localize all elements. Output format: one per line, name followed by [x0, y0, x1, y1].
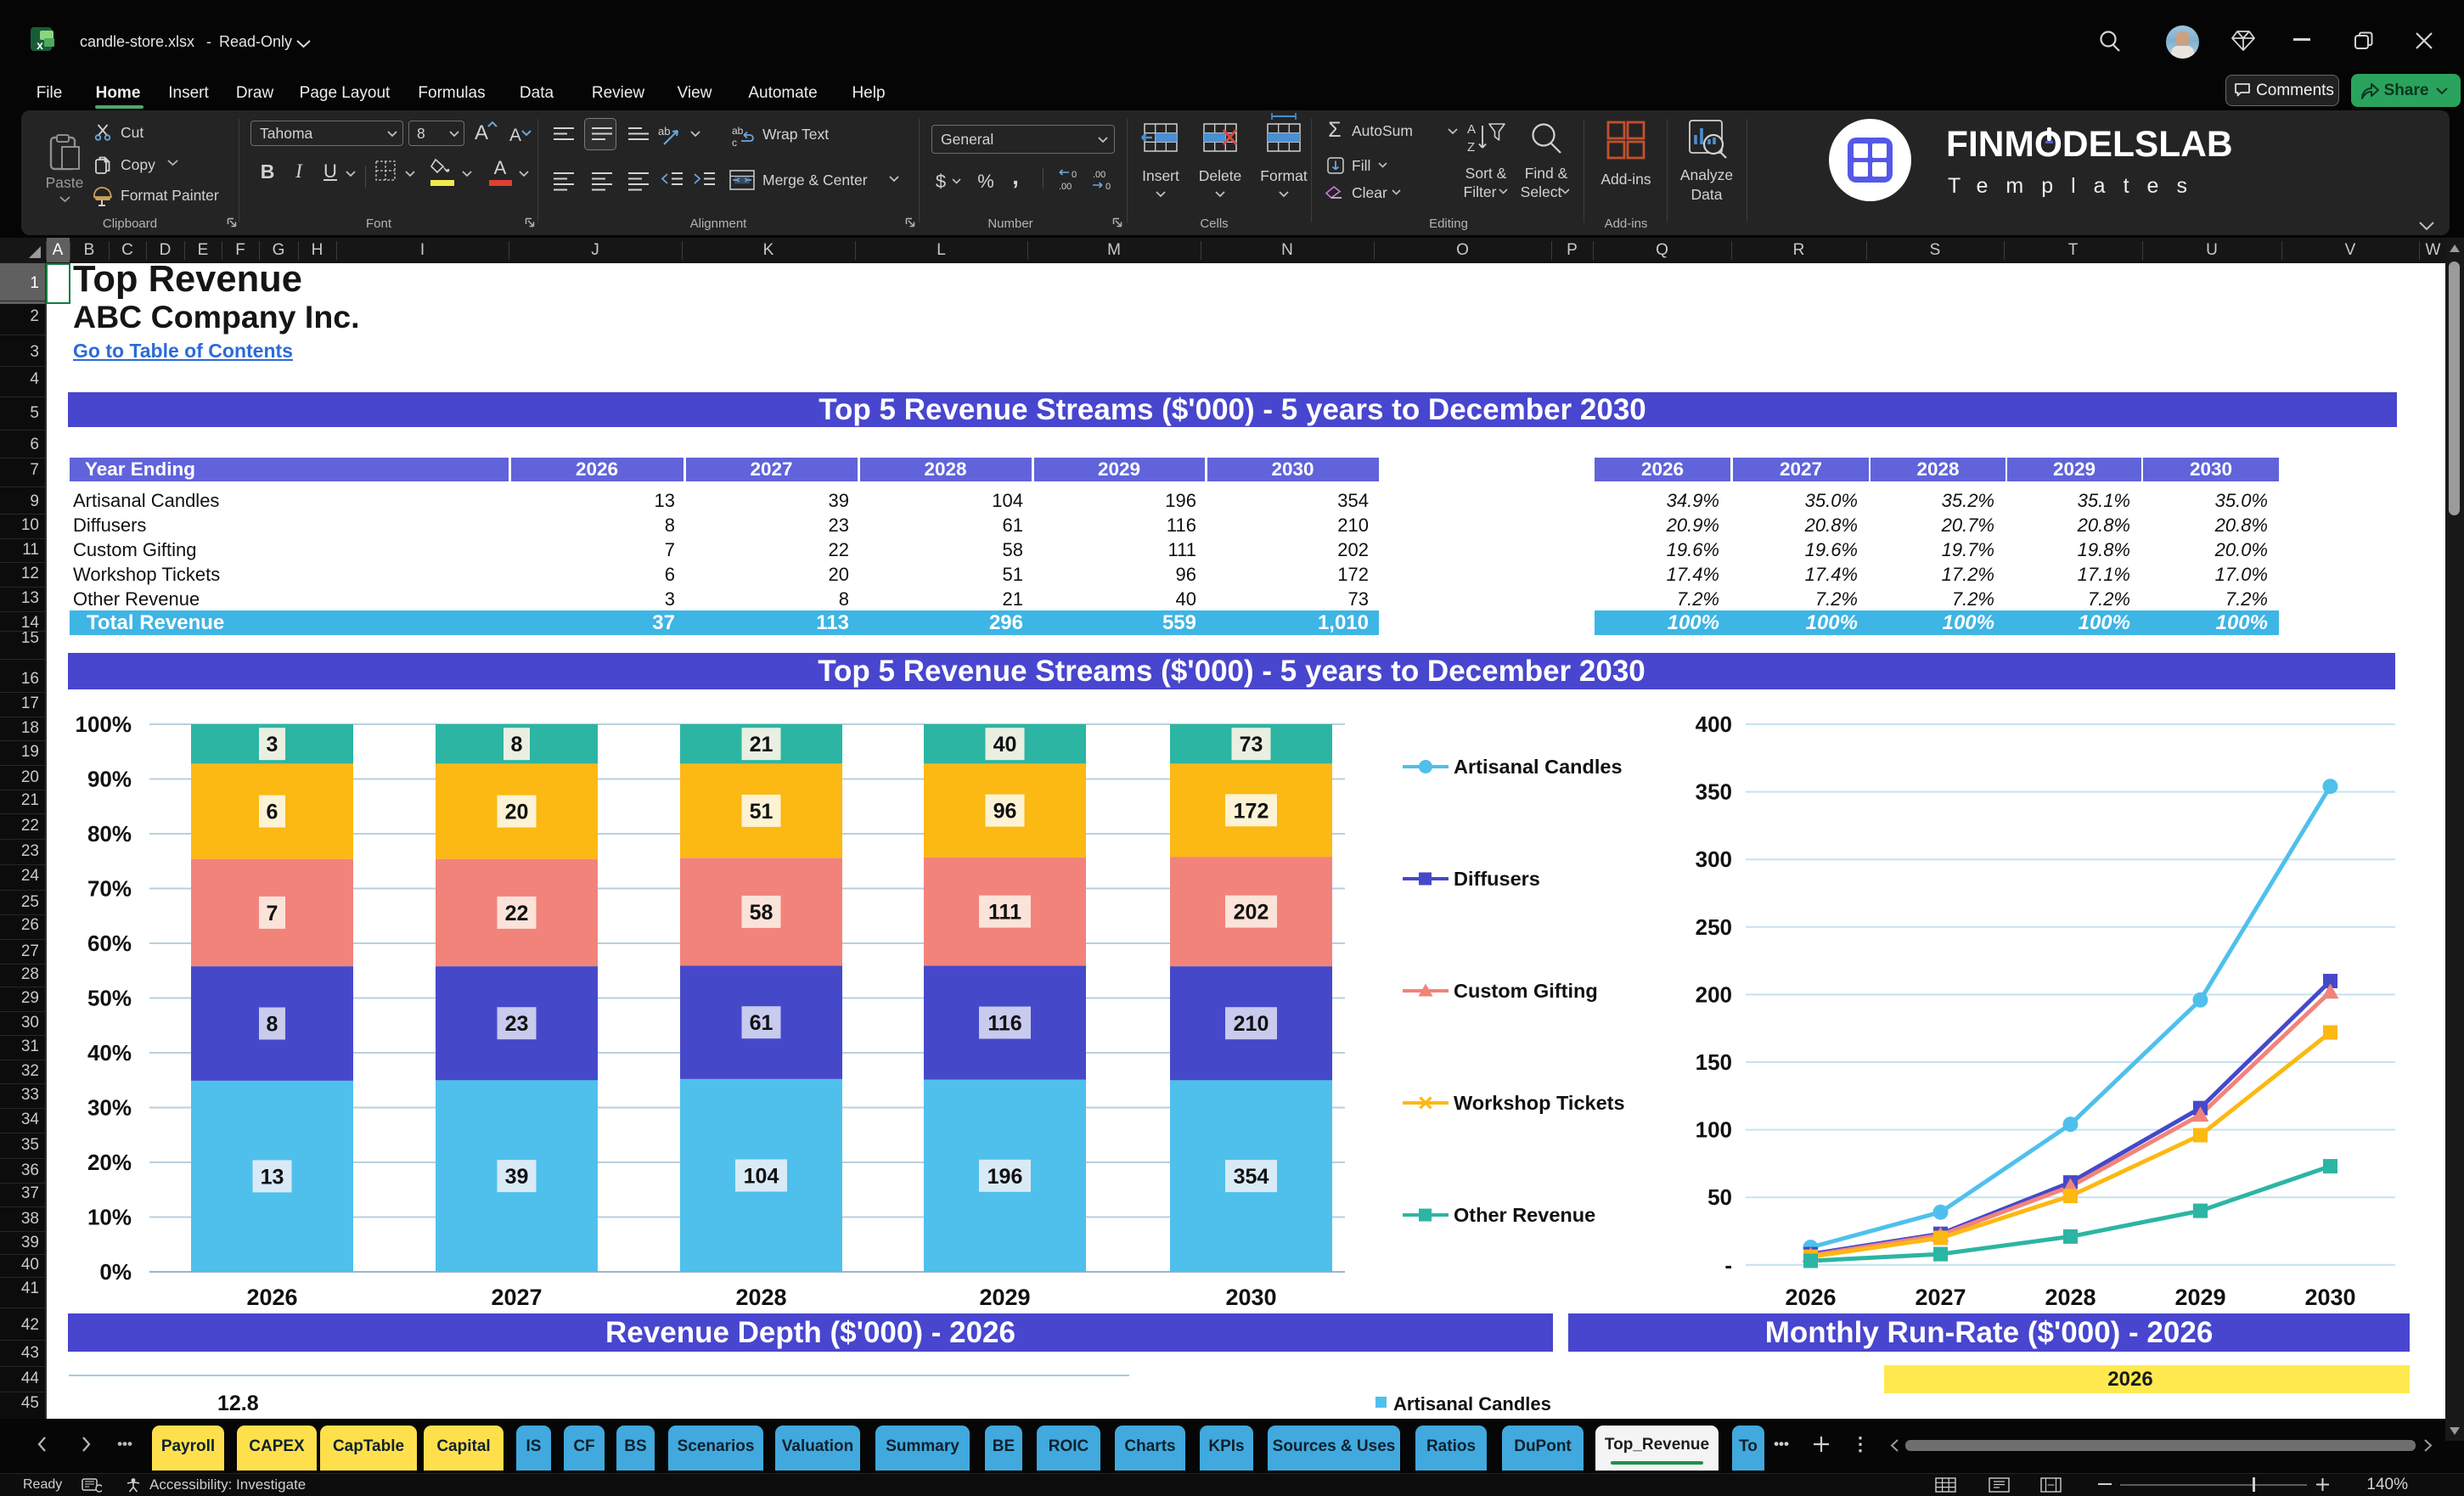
- svg-text:210: 210: [1234, 1012, 1269, 1036]
- svg-text:6: 6: [267, 801, 278, 824]
- svg-text:22: 22: [505, 902, 529, 925]
- svg-text:350: 350: [1696, 779, 1732, 805]
- svg-text:ab: ab: [732, 125, 744, 137]
- svg-text:2027: 2027: [491, 1285, 542, 1310]
- svg-text:2030: 2030: [2304, 1285, 2355, 1310]
- svg-text:400: 400: [1696, 711, 1732, 737]
- svg-text:13: 13: [261, 1165, 284, 1189]
- svg-text:0: 0: [1105, 182, 1111, 192]
- svg-text:2029: 2029: [2174, 1285, 2225, 1310]
- svg-text:Artisanal Candles: Artisanal Candles: [1454, 756, 1623, 778]
- svg-text:50: 50: [1707, 1184, 1732, 1210]
- svg-text:-: -: [1724, 1252, 1732, 1278]
- svg-text:116: 116: [987, 1012, 1021, 1036]
- svg-text:10%: 10%: [87, 1205, 132, 1230]
- svg-text:20: 20: [505, 801, 529, 824]
- svg-text:Artisanal Candles: Artisanal Candles: [1393, 1393, 1551, 1414]
- svg-text:58: 58: [750, 901, 774, 925]
- svg-text:ab: ab: [658, 125, 670, 138]
- svg-text:2026: 2026: [246, 1285, 297, 1310]
- svg-text:100%: 100%: [76, 711, 132, 737]
- svg-text:.00: .00: [1059, 182, 1072, 192]
- svg-text:100: 100: [1696, 1117, 1732, 1143]
- svg-text:40%: 40%: [87, 1040, 132, 1066]
- svg-text:21: 21: [750, 733, 774, 756]
- svg-text:Diffusers: Diffusers: [1454, 868, 1540, 890]
- svg-text:20%: 20%: [87, 1150, 132, 1175]
- svg-text:150: 150: [1696, 1049, 1732, 1075]
- svg-text:Custom Gifting: Custom Gifting: [1454, 980, 1598, 1002]
- svg-text:Other Revenue: Other Revenue: [1454, 1204, 1595, 1226]
- svg-text:Z: Z: [1467, 140, 1475, 155]
- svg-text:2026: 2026: [1785, 1285, 1836, 1310]
- svg-text:202: 202: [1234, 901, 1269, 925]
- svg-text:39: 39: [505, 1165, 529, 1189]
- svg-text:8: 8: [267, 1013, 278, 1037]
- svg-text:2029: 2029: [979, 1285, 1030, 1310]
- svg-text:73: 73: [1240, 733, 1263, 756]
- svg-text:40: 40: [993, 733, 1017, 756]
- svg-text:A: A: [1467, 122, 1476, 137]
- svg-text:.00: .00: [1093, 170, 1105, 180]
- svg-text:3: 3: [267, 733, 278, 756]
- svg-text:250: 250: [1696, 914, 1732, 940]
- svg-text:200: 200: [1696, 981, 1732, 1007]
- svg-text:c: c: [732, 137, 737, 148]
- svg-text:354: 354: [1234, 1165, 1269, 1189]
- svg-text:2028: 2028: [735, 1285, 786, 1310]
- svg-text:96: 96: [993, 800, 1017, 824]
- svg-text:70%: 70%: [87, 876, 132, 902]
- svg-text:111: 111: [988, 901, 1021, 925]
- svg-text:2027: 2027: [1915, 1285, 1966, 1310]
- svg-text:80%: 80%: [87, 821, 132, 846]
- svg-text:196: 196: [987, 1165, 1023, 1189]
- svg-text:60%: 60%: [87, 931, 132, 956]
- svg-text:8: 8: [511, 733, 523, 756]
- svg-text:2030: 2030: [1225, 1285, 1276, 1310]
- svg-text:Workshop Tickets: Workshop Tickets: [1454, 1092, 1625, 1114]
- svg-text:51: 51: [750, 800, 774, 824]
- svg-text:12.8: 12.8: [217, 1392, 259, 1415]
- svg-text:30%: 30%: [87, 1095, 132, 1121]
- svg-text:2028: 2028: [2045, 1285, 2096, 1310]
- svg-text:300: 300: [1696, 846, 1732, 872]
- svg-text:172: 172: [1234, 799, 1269, 823]
- svg-text:50%: 50%: [87, 986, 132, 1011]
- svg-text:90%: 90%: [87, 767, 132, 792]
- svg-text:0%: 0%: [99, 1259, 132, 1285]
- svg-text:7: 7: [267, 902, 278, 925]
- svg-text:61: 61: [750, 1011, 774, 1035]
- svg-text:0: 0: [1072, 170, 1077, 180]
- svg-text:23: 23: [505, 1012, 529, 1036]
- svg-text:104: 104: [744, 1165, 779, 1189]
